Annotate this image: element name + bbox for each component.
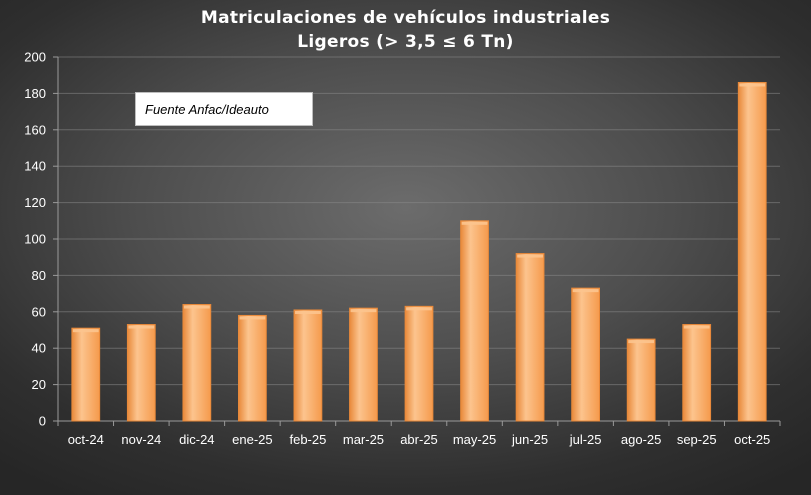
source-note-text: Fuente Anfac/Ideauto [145, 101, 269, 117]
bar-top-highlight [406, 307, 432, 311]
bar-top-highlight [239, 316, 266, 320]
bar [737, 81, 767, 422]
bar-group [460, 220, 489, 422]
bar [515, 253, 545, 422]
bar [238, 314, 267, 422]
x-tick-label: ago-25 [621, 432, 661, 447]
y-tick-label: 120 [24, 195, 46, 210]
bar [460, 220, 489, 422]
bar-top-highlight [72, 329, 99, 333]
y-tick-label: 40 [32, 341, 46, 356]
x-tick-label: dic-24 [179, 432, 214, 447]
bar-top-highlight [461, 221, 488, 225]
bar [682, 324, 712, 422]
bar [293, 309, 323, 422]
x-tick-label: may-25 [453, 432, 496, 447]
x-tick-label: oct-25 [734, 432, 770, 447]
bar-top-highlight [295, 310, 321, 314]
y-tick-label: 200 [24, 50, 46, 65]
x-tick-label: feb-25 [289, 432, 326, 447]
x-tick-label: jun-25 [511, 432, 548, 447]
bar [71, 327, 101, 422]
x-tick-label: jul-25 [569, 432, 602, 447]
bar [349, 307, 378, 422]
source-note: Fuente Anfac/Ideauto [135, 92, 313, 126]
bar-group [126, 324, 156, 422]
bar-top-highlight [572, 289, 599, 293]
y-tick-label: 60 [32, 304, 46, 319]
x-tick-label: oct-24 [68, 432, 104, 447]
bar-group [682, 324, 712, 422]
bar [626, 338, 656, 422]
y-tick-labels: 0 20 40 60 80 100 120 140 160 180 200 [24, 50, 46, 429]
y-tick-label: 100 [24, 232, 46, 247]
y-tick-label: 160 [24, 122, 46, 137]
y-tick-label: 20 [32, 377, 46, 392]
bar-group [349, 307, 378, 422]
chart-subtitle: Ligeros (> 3,5 ≤ 6 Tn) [297, 32, 514, 52]
x-tick-label: abr-25 [400, 432, 438, 447]
bar-group [626, 338, 656, 422]
x-tick-label: sep-25 [677, 432, 717, 447]
bar-top-highlight [128, 325, 155, 329]
bar [404, 305, 434, 422]
bar-top-highlight [517, 254, 543, 258]
bar-group [571, 287, 601, 422]
bar-top-highlight [683, 325, 710, 329]
y-tick-label: 140 [24, 159, 46, 174]
y-tick-label: 180 [24, 86, 46, 101]
bar-top-highlight [739, 83, 766, 87]
chart-title: Matriculaciones de vehículos industriale… [200, 8, 611, 28]
y-tick-label: 0 [39, 414, 46, 429]
bar-group [71, 327, 101, 422]
bar [126, 324, 156, 422]
x-tick-label: mar-25 [343, 432, 384, 447]
x-tick-label: nov-24 [121, 432, 161, 447]
bar [182, 304, 212, 422]
x-tick-label: ene-25 [232, 432, 272, 447]
x-tick-labels: oct-24 nov-24 dic-24 ene-25 feb-25 mar-25 abr-… [68, 432, 771, 447]
bar [571, 287, 601, 422]
bar-group [515, 253, 545, 422]
bar-top-highlight [628, 340, 655, 344]
bar-group [737, 81, 767, 422]
bar-top-highlight [183, 305, 210, 309]
bars [71, 81, 767, 422]
y-tick-label: 80 [32, 268, 46, 283]
bar-group [293, 309, 323, 422]
gridlines [58, 56, 780, 386]
bar-group [404, 305, 434, 422]
bar-top-highlight [350, 309, 377, 313]
bar-group [238, 314, 267, 422]
bar-group [182, 304, 212, 422]
